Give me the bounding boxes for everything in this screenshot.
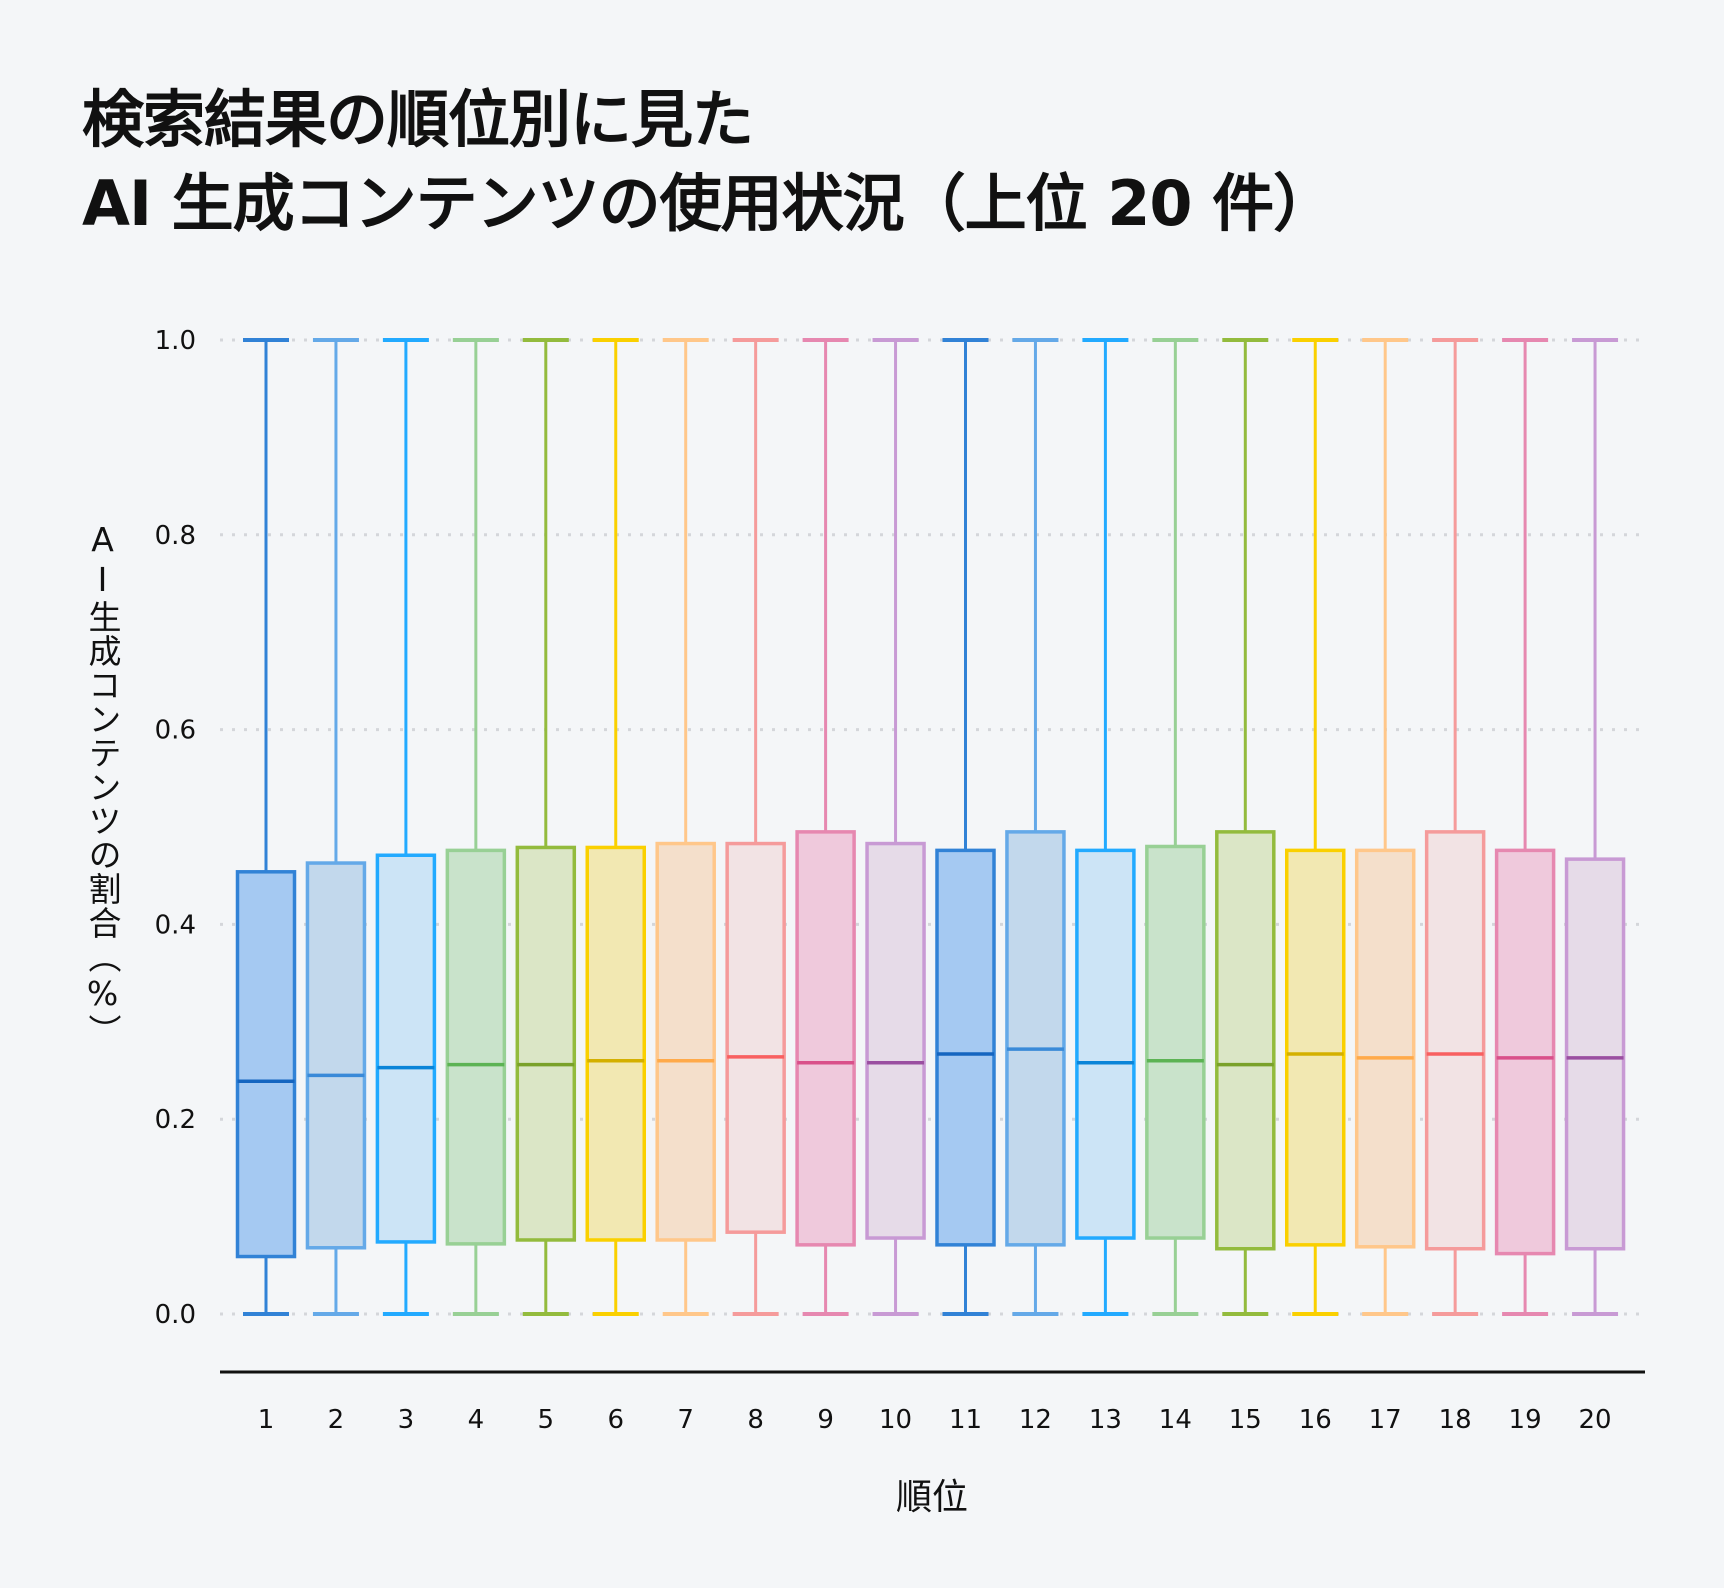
x-tick-label: 7 (677, 1405, 694, 1435)
box (1215, 830, 1276, 1251)
x-tick-label: 16 (1299, 1405, 1332, 1435)
x-tick-label: 5 (538, 1405, 555, 1435)
box (655, 841, 716, 1242)
y-tick-label: 0.4 (155, 910, 196, 940)
x-tick-label: 18 (1439, 1405, 1472, 1435)
box (1494, 848, 1556, 1256)
x-tick-label: 1 (258, 1405, 275, 1435)
box (515, 845, 577, 1242)
x-tick-label: 12 (1019, 1405, 1052, 1435)
x-tick-label: 13 (1089, 1405, 1122, 1435)
box (235, 870, 297, 1259)
box (1424, 830, 1486, 1251)
box (1005, 830, 1066, 1247)
chart-title-line-2: AI 生成コンテンツの使用状況（上位 20 件） (82, 167, 1335, 240)
box (1075, 848, 1136, 1240)
box (1564, 857, 1626, 1251)
box (585, 845, 646, 1242)
y-tick-label: 0.0 (155, 1300, 196, 1330)
x-tick-label: 9 (817, 1405, 834, 1435)
chart-title: 検索結果の順位別に見た AI 生成コンテンツの使用状況（上位 20 件） (82, 78, 1335, 246)
x-tick-label: 11 (949, 1405, 982, 1435)
x-tick-label: 4 (468, 1405, 485, 1435)
y-tick-label: 1.0 (155, 326, 196, 356)
x-axis-label: 順位 (895, 1477, 968, 1518)
box (445, 848, 507, 1246)
box (375, 853, 437, 1244)
box (865, 841, 926, 1240)
box (1354, 848, 1416, 1249)
x-tick-label: 19 (1509, 1405, 1542, 1435)
x-tick-label: 8 (747, 1405, 764, 1435)
x-tick-label: 15 (1229, 1405, 1262, 1435)
x-tick-label: 10 (879, 1405, 912, 1435)
x-tick-label: 3 (398, 1405, 415, 1435)
x-tick-label: 17 (1369, 1405, 1402, 1435)
x-tick-label: 14 (1159, 1405, 1192, 1435)
y-tick-label: 0.2 (155, 1105, 196, 1135)
box (725, 841, 786, 1234)
x-tick-label: 20 (1579, 1405, 1612, 1435)
y-tick-label: 0.8 (155, 521, 196, 551)
box (795, 830, 856, 1247)
x-tick-label: 6 (607, 1405, 624, 1435)
y-axis-label: AI生成コンテンツの割合（%） (83, 520, 122, 1048)
chart-title-line-1: 検索結果の順位別に見た (82, 83, 754, 156)
box (1285, 848, 1346, 1247)
y-tick-label: 0.6 (155, 716, 196, 746)
x-tick-label: 2 (328, 1405, 345, 1435)
box (305, 861, 367, 1250)
box (935, 848, 996, 1247)
box (1145, 844, 1206, 1240)
